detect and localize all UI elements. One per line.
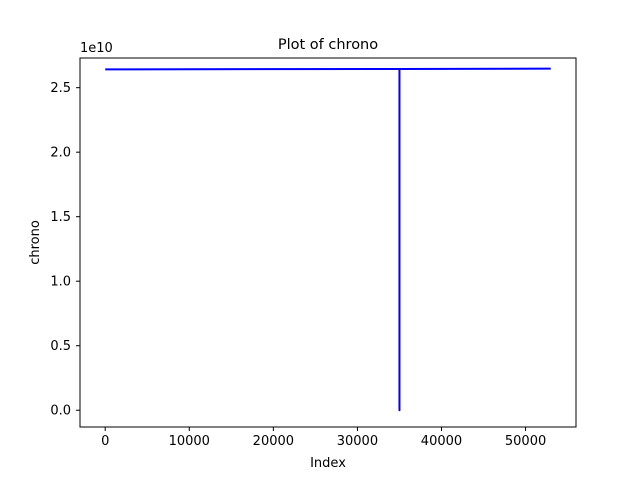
x-tick-label: 50000 [505,434,546,449]
chart-title: Plot of chrono [278,37,378,53]
x-tick-label: 10000 [169,434,210,449]
x-axis-ticks: 0 10000 20000 30000 40000 50000 [101,427,546,449]
series-line [105,67,551,412]
y-axis-offset-label: 1e10 [80,41,113,56]
y-tick-label: 1.0 [50,275,71,290]
y-tick-label: 0.5 [50,339,71,354]
plot-area-frame [79,57,577,428]
x-axis-label: Index [310,456,346,471]
x-tick-label: 40000 [421,434,462,449]
y-axis-label: chrono [28,220,43,265]
y-tick-label: 0.0 [50,404,71,419]
x-tick-label: 30000 [337,434,378,449]
y-tick-label: 1.5 [50,210,71,225]
series-layer [105,67,551,412]
y-tick-label: 2.0 [50,146,71,161]
y-axis-ticks: 0.0 0.5 1.0 1.5 2.0 2.5 [50,81,80,419]
y-tick-label: 2.5 [50,81,71,96]
x-tick-label: 0 [101,434,109,449]
x-tick-label: 20000 [253,434,294,449]
